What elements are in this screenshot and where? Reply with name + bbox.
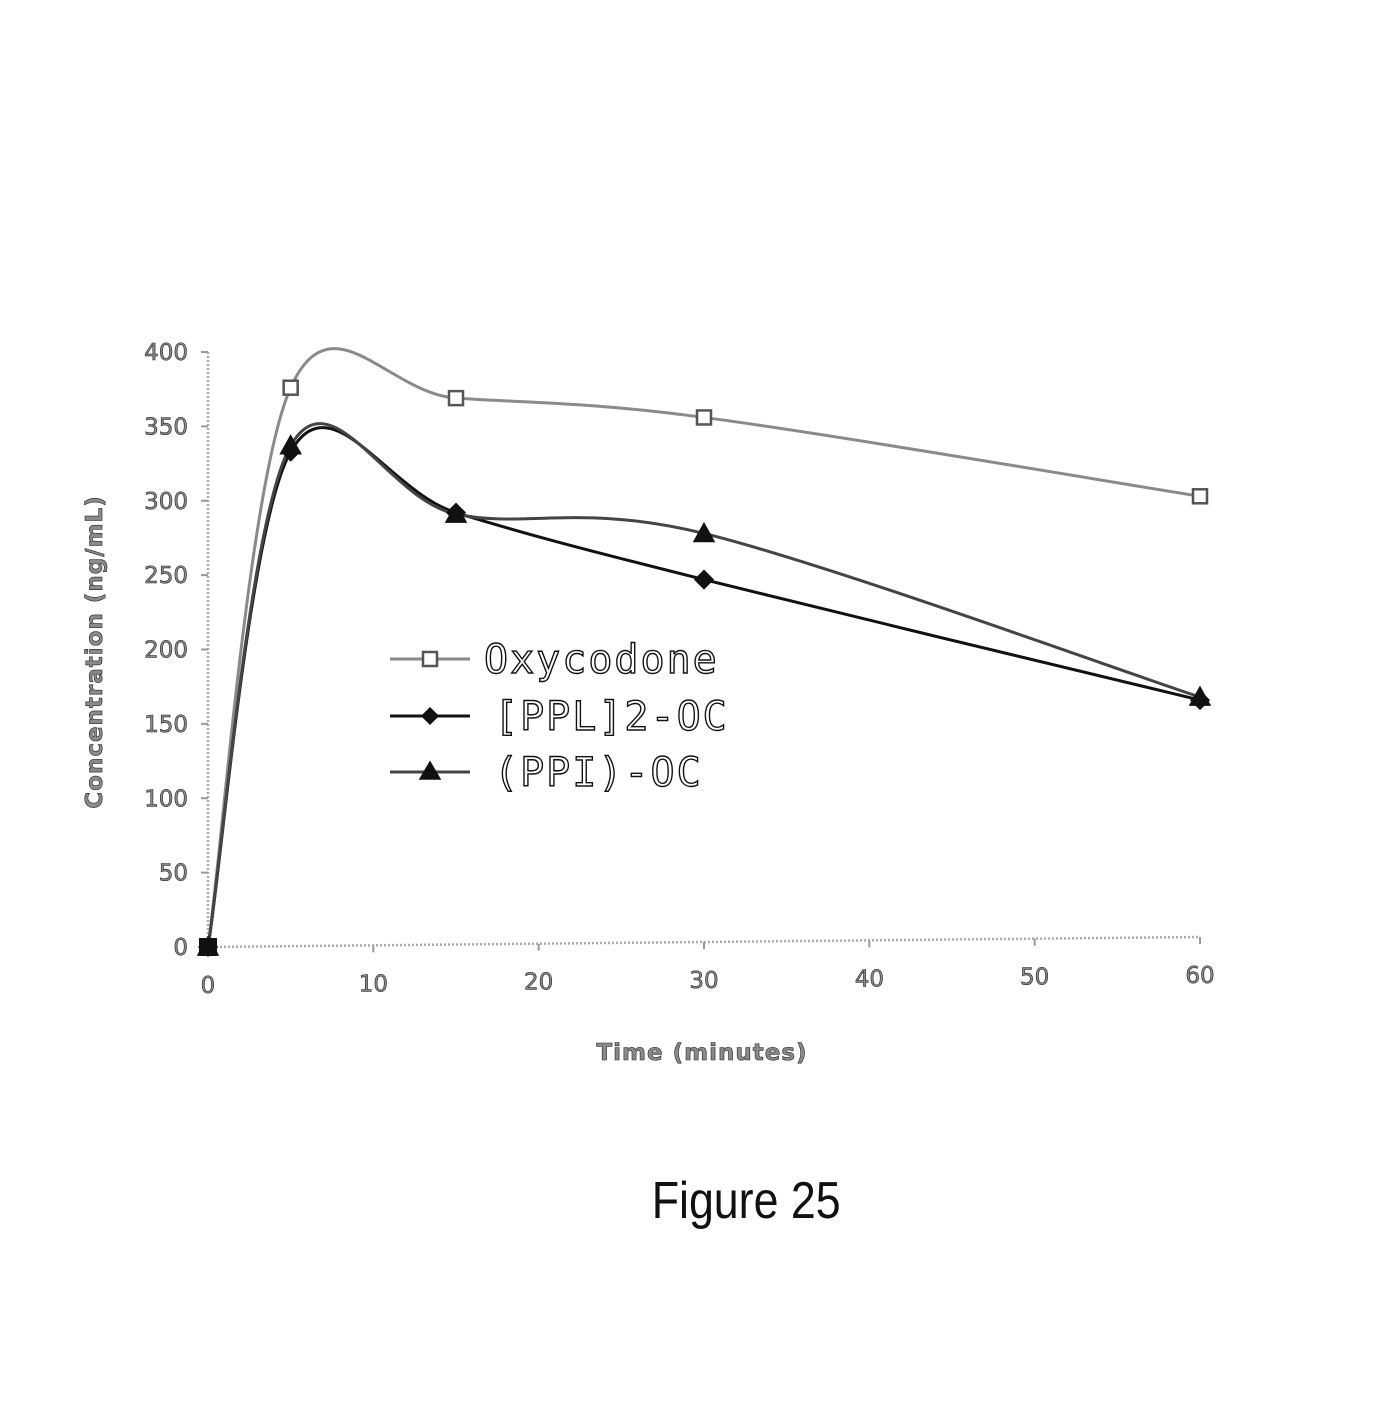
x-tick-label: 40: [855, 966, 884, 992]
plot-area: 0 50 100 150 200 250 300 350 400 0 10 20 30 40 50 60: [144, 340, 1215, 1000]
legend: Oxycodone [PPL]2-OC (PPI)-OC: [390, 636, 729, 797]
legend-label-ppi-oc: (PPI)-OC: [494, 750, 703, 796]
y-tick-label: 0: [173, 935, 188, 961]
data-point: [1191, 488, 1209, 505]
x-tick-label: 0: [201, 973, 216, 999]
data-point: [1188, 685, 1212, 706]
y-tick-label: 200: [144, 638, 188, 664]
legend-item-ppi-oc: (PPI)-OC: [390, 749, 703, 797]
x-tick-label: 10: [359, 971, 388, 997]
legend-label-ppl2-oc: [PPL]2-OC: [494, 694, 729, 740]
y-tick-label: 400: [144, 340, 188, 366]
x-tick-label: 30: [689, 968, 718, 994]
legend-item-oxycodone: Oxycodone: [390, 636, 719, 684]
legend-label-oxycodone: Oxycodone: [484, 637, 719, 683]
y-tick-label: 100: [144, 786, 188, 812]
data-point: [279, 434, 302, 455]
figure-caption: Figure 25: [652, 1172, 841, 1230]
data-point: [692, 521, 716, 543]
y-tick-label: 300: [144, 489, 188, 515]
y-axis: 0 50 100 150 200 250 300 350 400: [144, 340, 210, 961]
legend-item-ppl2-oc: [PPL]2-OC: [390, 693, 729, 741]
legend-marker-filled-triangle: [418, 760, 442, 780]
data-point: [282, 379, 299, 396]
y-tick-label: 250: [144, 563, 188, 589]
legend-marker-filled-diamond: [420, 706, 440, 726]
x-tick-label: 20: [524, 970, 553, 996]
x-tick-label: 50: [1020, 965, 1049, 991]
data-point: [695, 409, 713, 426]
series-line-1: [206, 426, 1201, 948]
origin-marker: [199, 938, 217, 956]
series-line-2: [206, 422, 1201, 948]
x-axis: 0 10 20 30 40 50 60: [200, 935, 1215, 999]
data-point: [444, 502, 468, 523]
y-tick-label: 50: [159, 861, 188, 887]
x-axis-title: Time (minutes): [596, 1040, 807, 1066]
data-point: [693, 569, 715, 590]
y-tick-label: 150: [144, 712, 188, 738]
y-tick-label: 350: [144, 414, 188, 440]
data-point: [447, 389, 465, 407]
legend-marker-open-square: [421, 650, 439, 668]
marker-layer: [196, 379, 1212, 958]
x-tick-label: 60: [1185, 963, 1214, 989]
y-axis-title: Concentration (ng/mL): [82, 495, 108, 808]
